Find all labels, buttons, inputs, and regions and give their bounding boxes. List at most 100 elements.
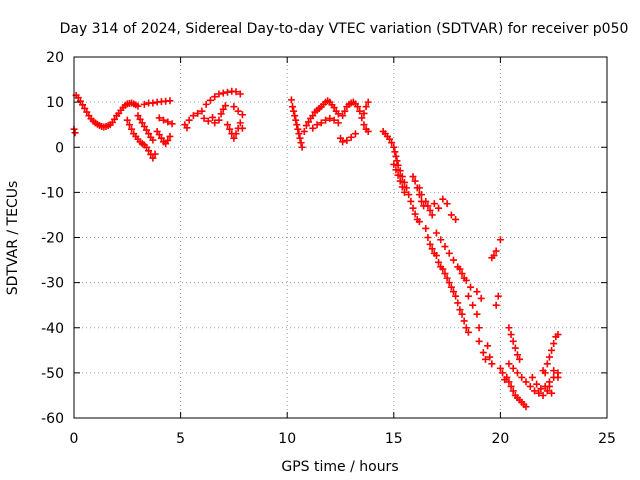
- data-point: [435, 258, 443, 266]
- data-point: [305, 118, 313, 126]
- data-point: [439, 265, 447, 273]
- data-point: [545, 378, 553, 386]
- data-point: [292, 116, 300, 124]
- data-point: [513, 369, 521, 377]
- chart-title: Day 314 of 2024, Sidereal Day-to-day VTE…: [60, 21, 629, 37]
- data-point: [394, 171, 402, 179]
- data-point: [475, 324, 483, 332]
- data-point: [473, 288, 481, 296]
- data-point: [136, 115, 144, 123]
- data-point: [477, 294, 485, 302]
- data-point: [473, 310, 481, 318]
- data-point: [386, 135, 394, 143]
- data-point: [539, 367, 547, 375]
- data-point: [160, 116, 168, 124]
- data-point: [424, 202, 432, 210]
- data-point: [400, 188, 408, 196]
- data-point: [458, 270, 466, 278]
- y-axis-label: SDTVAR / TECUs: [5, 181, 21, 296]
- data-point: [347, 133, 355, 141]
- data-point: [206, 96, 214, 104]
- x-tick-label: 5: [176, 431, 185, 447]
- data-point: [394, 161, 402, 169]
- data-point: [426, 206, 434, 214]
- data-point: [211, 93, 219, 101]
- data-point: [509, 337, 517, 345]
- y-tick-label: 0: [55, 140, 64, 156]
- data-point: [142, 143, 150, 151]
- data-point: [83, 108, 91, 116]
- axis-ticks: 0 5 10 15 20 25 -60 -50 -40 -30 -20 -10 0 10 20: [41, 50, 616, 447]
- data-point: [164, 136, 172, 144]
- y-tick-label: -30: [41, 276, 64, 292]
- data-point: [149, 136, 157, 144]
- data-point: [441, 270, 449, 278]
- data-point: [475, 337, 483, 345]
- data-point: [145, 147, 153, 155]
- data-point: [411, 210, 419, 218]
- data-point: [462, 324, 470, 332]
- data-point: [356, 107, 364, 115]
- data-point: [437, 236, 445, 244]
- data-point: [503, 373, 511, 381]
- data-point: [215, 90, 223, 98]
- data-point: [362, 103, 370, 111]
- data-point: [516, 355, 524, 363]
- data-point: [339, 112, 347, 120]
- data-point: [360, 121, 368, 129]
- data-point: [390, 143, 398, 151]
- data-point: [293, 121, 301, 129]
- data-point: [236, 119, 244, 127]
- data-point: [334, 119, 342, 127]
- data-point: [341, 107, 349, 115]
- data-point: [537, 385, 545, 393]
- data-point: [295, 130, 303, 138]
- data-point: [391, 148, 399, 156]
- data-point: [198, 107, 206, 115]
- data-point: [189, 112, 197, 120]
- data-point: [194, 109, 202, 117]
- data-point: [396, 177, 404, 185]
- data-point: [317, 119, 325, 127]
- data-point: [309, 124, 317, 132]
- data-point: [134, 102, 142, 110]
- data-point: [488, 360, 496, 368]
- data-point: [543, 360, 551, 368]
- data-point: [79, 101, 87, 109]
- data-point: [149, 154, 157, 162]
- y-tick-label: -50: [41, 366, 64, 382]
- data-point: [168, 120, 176, 128]
- data-point: [554, 331, 562, 339]
- data-point: [550, 340, 558, 348]
- data-point: [183, 124, 191, 132]
- data-point: [128, 125, 136, 133]
- data-point: [209, 113, 217, 121]
- data-point: [426, 240, 434, 248]
- data-points: [70, 87, 562, 411]
- data-point: [123, 116, 131, 124]
- data-point: [511, 344, 519, 352]
- data-point: [364, 127, 372, 135]
- data-point: [334, 110, 342, 118]
- data-point: [232, 88, 240, 96]
- data-point: [330, 116, 338, 124]
- data-point: [289, 103, 297, 111]
- data-point: [509, 387, 517, 395]
- data-point: [300, 127, 308, 135]
- data-point: [507, 331, 515, 339]
- data-point: [509, 364, 517, 372]
- data-point: [224, 121, 232, 129]
- data-point: [541, 382, 549, 390]
- data-point: [490, 252, 498, 260]
- data-point: [111, 115, 119, 123]
- data-point: [393, 157, 401, 165]
- x-tick-label: 0: [70, 431, 79, 447]
- data-point: [543, 387, 551, 395]
- data-point: [142, 126, 150, 134]
- data-point: [494, 292, 502, 300]
- data-point: [330, 104, 338, 112]
- data-point: [151, 150, 159, 158]
- data-point: [138, 119, 146, 127]
- data-point: [415, 218, 423, 226]
- data-point: [226, 125, 234, 133]
